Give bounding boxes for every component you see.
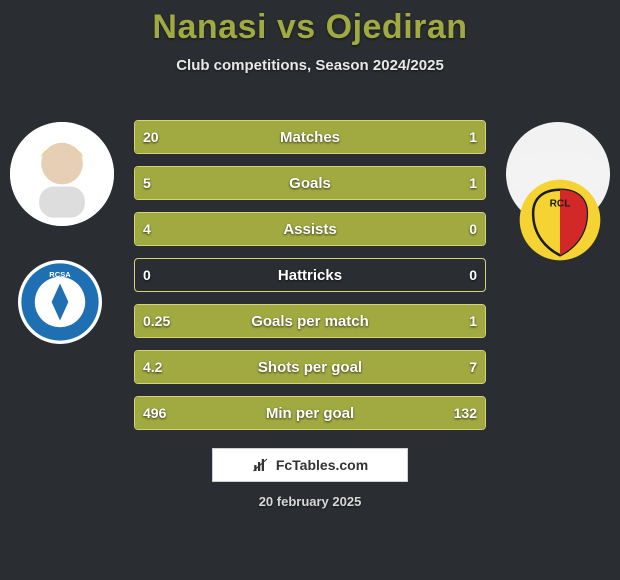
stat-value-right: 1 (461, 305, 485, 337)
stat-value-right: 132 (446, 397, 485, 429)
stat-bar-left (135, 213, 486, 245)
svg-text:RCSA: RCSA (49, 270, 71, 279)
stat-value-left: 5 (135, 167, 159, 199)
stat-row: 40Assists (134, 212, 486, 246)
footer-date: 20 february 2025 (0, 494, 620, 509)
stat-value-left: 0.25 (135, 305, 178, 337)
stat-value-left: 4.2 (135, 351, 170, 383)
stat-label: Hattricks (135, 259, 485, 291)
stat-value-left: 496 (135, 397, 174, 429)
stat-bars: 201Matches51Goals40Assists00Hattricks0.2… (134, 120, 486, 442)
stat-row: 4.27Shots per goal (134, 350, 486, 384)
chart-icon (252, 456, 270, 474)
stat-row: 51Goals (134, 166, 486, 200)
page-subtitle: Club competitions, Season 2024/2025 (0, 57, 620, 74)
stat-row: 201Matches (134, 120, 486, 154)
branding-text: FcTables.com (276, 457, 368, 473)
stat-value-left: 20 (135, 121, 167, 153)
stat-bar-left (135, 121, 469, 153)
stat-value-right: 0 (461, 259, 485, 291)
stat-value-left: 4 (135, 213, 159, 245)
stat-value-right: 1 (461, 167, 485, 199)
club-right-badge: RCL (518, 178, 602, 262)
stat-value-left: 0 (135, 259, 159, 291)
branding-box: FcTables.com (212, 448, 408, 482)
stat-value-right: 1 (461, 121, 485, 153)
player-left-avatar (10, 122, 114, 226)
stat-value-right: 7 (461, 351, 485, 383)
stat-bar-right (267, 351, 485, 383)
stat-row: 0 0Hattricks (134, 258, 486, 292)
club-left-badge: RCSA (18, 260, 102, 344)
stat-row: 496132Min per goal (134, 396, 486, 430)
stat-bar-right (203, 305, 485, 337)
stat-value-right: 0 (461, 213, 485, 245)
page-title: Nanasi vs Ojediran (0, 0, 620, 47)
stat-bar-left (135, 167, 427, 199)
stat-bar-left (135, 397, 413, 429)
svg-text:RCL: RCL (550, 199, 571, 210)
stat-row: 0.251Goals per match (134, 304, 486, 338)
